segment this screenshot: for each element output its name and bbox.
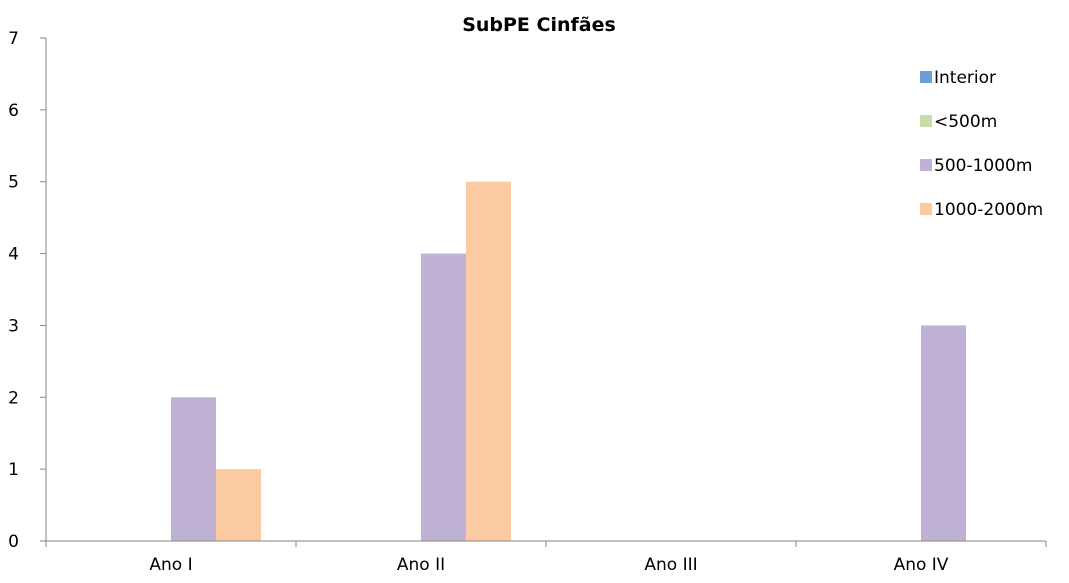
legend-label: 1000-2000m [934,200,1043,220]
legend-swatch [920,203,932,215]
y-tick-label: 6 [8,101,19,121]
x-tick-label: Ano I [149,555,192,575]
plot-area: 0 1 2 3 4 5 6 7 Ano I Ano II Ano III Ano IV [8,29,1047,575]
bar-5001000m-3 [921,325,966,541]
y-tick-label: 1 [8,460,19,480]
y-tick-label: 5 [8,173,19,193]
legend-swatch [920,159,932,171]
bar-10002000m-0 [216,469,261,541]
y-tick-label: 7 [8,29,19,49]
legend-label: 500-1000m [934,156,1032,176]
bar-5001000m-0 [171,397,216,541]
legend-label: <500m [934,112,997,132]
y-tick-label: 0 [8,532,19,552]
y-tick-label: 2 [8,388,19,408]
x-tick-label: Ano II [397,555,445,575]
legend: Interior <500m 500-1000m 1000-2000m [920,68,1043,220]
legend-swatch [920,71,932,83]
x-tick-label: Ano III [644,555,697,575]
legend-swatch [920,115,932,127]
y-tick-label: 3 [8,316,19,336]
bar-10002000m-1 [466,181,511,541]
y-tick-label: 4 [8,245,19,265]
chart-title: SubPE Cinfães [462,14,616,36]
legend-label: Interior [934,68,996,88]
x-tick-label: Ano IV [894,555,949,575]
bar-5001000m-1 [421,253,466,542]
